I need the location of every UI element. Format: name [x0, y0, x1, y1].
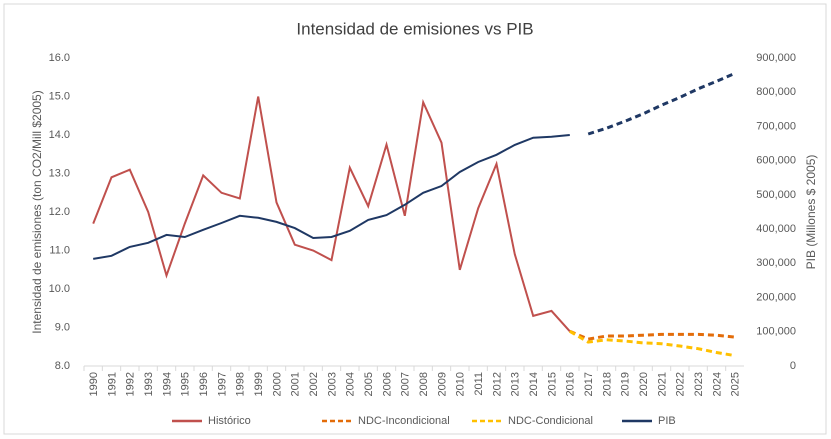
x-tick-label: 2003: [326, 372, 338, 396]
series-line: [569, 329, 735, 341]
y2-tick-label: 300,000: [756, 257, 796, 269]
x-tick-label: 2015: [546, 372, 558, 396]
x-tick-label: 1997: [216, 372, 228, 396]
x-tick-label: 2019: [620, 372, 632, 396]
y2-tick-label: 600,000: [756, 155, 796, 167]
chart-title: Intensidad de emisiones vs PIB: [296, 19, 533, 38]
x-tick-label: 2022: [675, 372, 687, 396]
x-tick-label: 1998: [235, 372, 247, 396]
x-tick-label: 2021: [656, 372, 668, 396]
legend-label: PIB: [658, 415, 676, 427]
y2-tick-label: 500,000: [756, 189, 796, 201]
y2-tick-label: 800,000: [756, 86, 796, 98]
x-tick-label: 2014: [528, 372, 540, 396]
x-tick-label: 2011: [473, 372, 485, 396]
y-axis-title: Intensidad de emisiones (ton CO2/Mill $2…: [30, 90, 44, 333]
x-tick-label: 1991: [106, 372, 118, 396]
x-tick-label: 2001: [290, 372, 302, 396]
series-line: [587, 72, 736, 136]
x-tick-label: 2002: [308, 372, 320, 396]
x-tick-label: 2004: [345, 372, 357, 396]
series-line: [569, 330, 736, 358]
y2-tick-label: 200,000: [756, 291, 796, 303]
x-tick-label: 2000: [271, 372, 283, 396]
legend-label: Histórico: [208, 415, 251, 427]
x-tick-label: 2025: [730, 372, 742, 396]
x-tick-label: 1995: [180, 372, 192, 396]
x-tick-label: 1994: [161, 372, 173, 396]
y-tick-label: 9.0: [55, 321, 70, 333]
x-tick-label: 2008: [418, 372, 430, 396]
series-line: [92, 96, 571, 332]
x-tick-label: 2012: [491, 372, 503, 396]
y-tick-label: 8.0: [55, 360, 70, 372]
y2-axis-title: PIB (Millones $ 2005): [804, 155, 818, 270]
legend-label: NDC-Incondicional: [358, 415, 450, 427]
x-tick-label: 2007: [400, 372, 412, 396]
x-tick-label: 1990: [88, 372, 100, 396]
x-tick-label: 2018: [601, 372, 613, 396]
x-tick-label: 1999: [253, 372, 265, 396]
legend-label: NDC-Condicional: [508, 415, 593, 427]
y-tick-label: 13.0: [49, 167, 70, 179]
y-tick-label: 14.0: [49, 129, 70, 141]
x-tick-label: 2009: [436, 372, 448, 396]
x-tick-label: 2010: [455, 372, 467, 396]
x-tick-label: 1993: [143, 372, 155, 396]
y-tick-label: 15.0: [49, 90, 70, 102]
y2-tick-label: 700,000: [756, 120, 796, 132]
x-tick-label: 2006: [381, 372, 393, 396]
y-tick-label: 16.0: [49, 52, 70, 64]
x-tick-label: 1992: [125, 372, 137, 396]
y2-tick-label: 100,000: [756, 326, 796, 338]
x-tick-label: 2005: [363, 372, 375, 396]
x-tick-label: 2013: [510, 372, 522, 396]
x-tick-label: 2016: [565, 372, 577, 396]
y-tick-label: 10.0: [49, 283, 70, 295]
x-tick-label: 2017: [583, 372, 595, 396]
x-tick-label: 1996: [198, 372, 210, 396]
x-tick-label: 2020: [638, 372, 650, 396]
y2-tick-label: 900,000: [756, 52, 796, 64]
y-tick-label: 12.0: [49, 206, 70, 218]
x-tick-label: 2024: [711, 372, 723, 396]
x-tick-label: 2023: [693, 372, 705, 396]
y-tick-label: 11.0: [49, 244, 70, 256]
chart-border: [3, 3, 827, 435]
series-line: [93, 134, 570, 260]
y2-tick-label: 0: [790, 360, 796, 372]
y2-tick-label: 400,000: [756, 223, 796, 235]
